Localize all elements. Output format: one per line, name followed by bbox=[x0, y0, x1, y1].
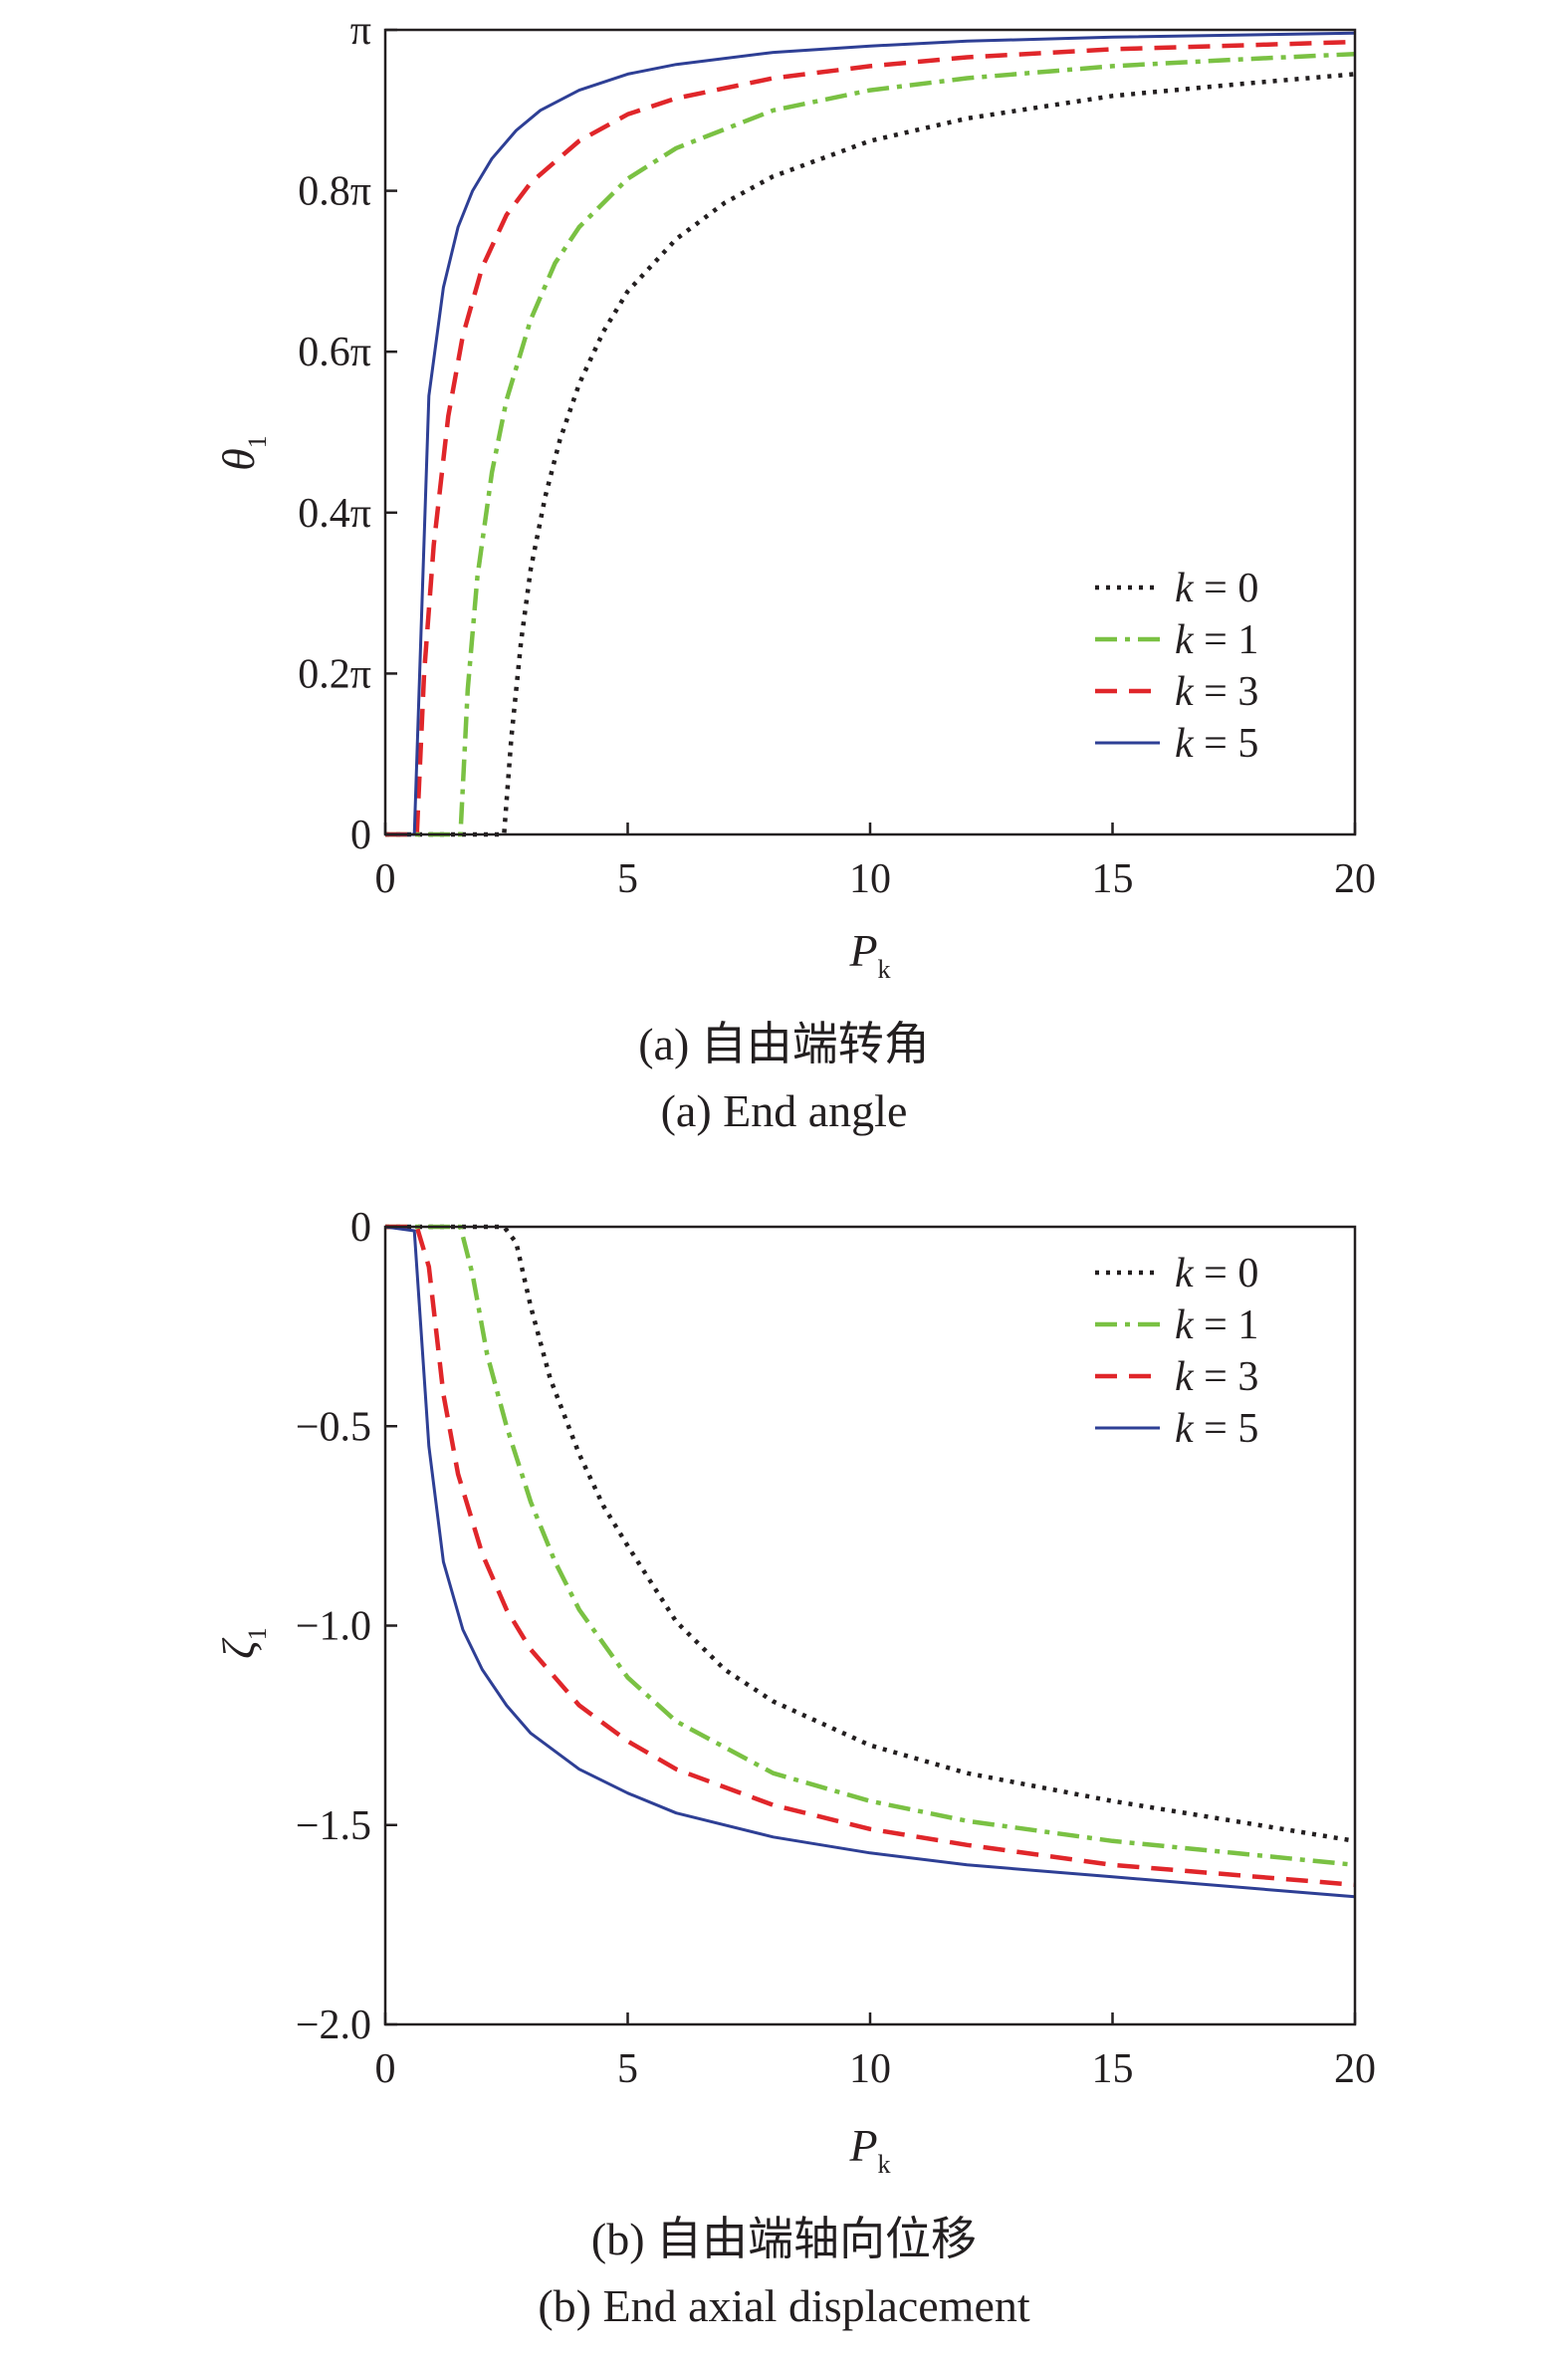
y-tick-label: 0.8π bbox=[298, 169, 371, 215]
x-tick-label: 10 bbox=[849, 856, 891, 902]
x-tick-label: 0 bbox=[375, 856, 396, 902]
x-tick-label: 5 bbox=[617, 2046, 638, 2092]
y-tick-label: π bbox=[350, 8, 371, 54]
legend-label: k = 1 bbox=[1175, 617, 1258, 663]
y-tick-label: 0.4π bbox=[298, 491, 371, 537]
series-line-k3 bbox=[385, 1224, 1356, 1888]
legend-label: k = 3 bbox=[1175, 669, 1258, 715]
plot-a: 0 5 10 15 20 0 0.2π 0.4π 0.6π 0.8π π Pk θ1 k = 0 k = 1… bbox=[213, 8, 1376, 984]
legend-label: k = 5 bbox=[1175, 1406, 1258, 1452]
series-line-k5 bbox=[385, 31, 1356, 836]
x-tick-label: 5 bbox=[617, 856, 638, 902]
y-tick-label: 0 bbox=[350, 813, 371, 858]
x-tick-label: 10 bbox=[849, 2046, 891, 2092]
legend-label: k = 3 bbox=[1175, 1354, 1258, 1400]
y-tick-label: 0.2π bbox=[298, 651, 371, 697]
series-line-k0 bbox=[385, 72, 1356, 837]
y-tick-label: −1.5 bbox=[296, 1803, 371, 1849]
caption-a-english: (a) End angle bbox=[660, 1085, 908, 1136]
x-tick-label: 15 bbox=[1092, 856, 1134, 902]
legend-label: k = 0 bbox=[1175, 566, 1258, 611]
y-tick-label: −1.0 bbox=[296, 1604, 371, 1650]
x-tick-label: 20 bbox=[1334, 856, 1376, 902]
legend-label: k = 0 bbox=[1175, 1251, 1258, 1297]
caption-a-chinese: (a) 自由端转角 bbox=[638, 1019, 930, 1069]
y-tick-label: −0.5 bbox=[296, 1404, 371, 1450]
series-line-k5 bbox=[384, 1225, 1356, 1899]
x-tick-label: 15 bbox=[1092, 2046, 1134, 2092]
y-tick-label: 0 bbox=[350, 1205, 371, 1251]
y-axis-label: ζ1 bbox=[213, 1627, 272, 1659]
series-line-k1 bbox=[385, 1224, 1356, 1868]
x-axis-label: Pk bbox=[848, 925, 890, 984]
y-tick-label: −2.0 bbox=[296, 2003, 371, 2048]
x-tick-label: 20 bbox=[1334, 2046, 1376, 2092]
y-axis-label: θ1 bbox=[213, 435, 272, 471]
x-axis-label: Pk bbox=[848, 2120, 890, 2179]
series-line-k3 bbox=[385, 39, 1356, 837]
y-tick-label: 0.6π bbox=[298, 330, 371, 375]
series-line-k1 bbox=[385, 51, 1356, 837]
legend-label: k = 5 bbox=[1175, 721, 1258, 767]
caption-b-english: (b) End axial displacement bbox=[538, 2280, 1030, 2331]
legend: k = 0 k = 1 k = 3 k = 5 bbox=[1095, 1251, 1258, 1452]
caption-b-chinese: (b) 自由端轴向位移 bbox=[590, 2214, 978, 2264]
legend-label: k = 1 bbox=[1175, 1302, 1258, 1348]
x-tick-label: 0 bbox=[375, 2046, 396, 2092]
legend: k = 0 k = 1 k = 3 k = 5 bbox=[1095, 566, 1258, 767]
